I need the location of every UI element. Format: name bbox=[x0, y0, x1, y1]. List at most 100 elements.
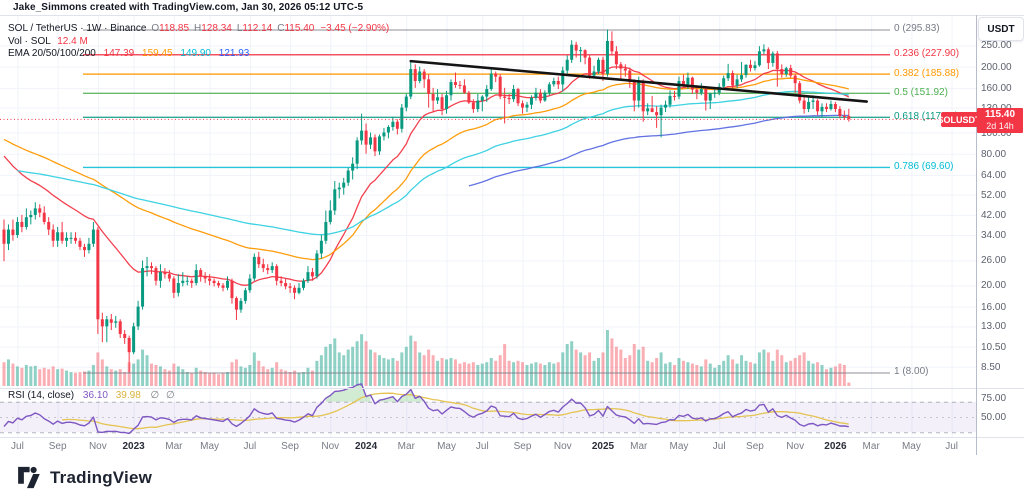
fib-level-label: 0.236 (227.90) bbox=[894, 48, 960, 60]
time-axis-month-label: May bbox=[669, 441, 689, 452]
tradingview-logo-text: TradingView bbox=[50, 467, 153, 487]
currency-toggle-chip[interactable]: USDT bbox=[978, 17, 1024, 41]
symbol-title: SOL / TetherUS · 1W · Binance bbox=[8, 23, 147, 34]
ohlc-high-key: H bbox=[194, 23, 202, 34]
price-axis-label: 20.00 bbox=[981, 280, 1007, 292]
price-axis-label: 34.00 bbox=[981, 229, 1007, 241]
volume-bars bbox=[2, 330, 851, 386]
trendline[interactable] bbox=[409, 59, 869, 103]
symbol-price-tag: SOLUSDT bbox=[938, 112, 981, 127]
grid-lines bbox=[0, 15, 976, 437]
rsi-axis-label: 75.00 bbox=[981, 393, 1007, 404]
price-axis-label: 52.00 bbox=[981, 189, 1007, 201]
fib-level-label: 0 (295.83) bbox=[894, 23, 940, 35]
time-axis-month-label: Mar bbox=[862, 441, 880, 452]
ohlc-low-key: L bbox=[236, 23, 243, 34]
price-axis-label: 64.00 bbox=[981, 169, 1007, 181]
time-axis-month-label: Sep bbox=[281, 441, 299, 452]
price-axis-label: 10.50 bbox=[981, 341, 1007, 353]
time-axis-month-label: Jul bbox=[712, 441, 726, 452]
empty-set-icon: ∅ bbox=[166, 390, 175, 401]
time-axis-month-label: Nov bbox=[786, 441, 805, 452]
ohlc-open-key: O bbox=[151, 23, 160, 34]
tradingview-logo[interactable]: TradingView bbox=[18, 466, 152, 489]
rsi-axis-label: 50.00 bbox=[981, 412, 1007, 423]
change-value: −3.45 (−2.90%) bbox=[320, 23, 390, 34]
ema200-value: 121.93 bbox=[218, 48, 250, 59]
symbol-legend-row[interactable]: SOL / TetherUS · 1W · Binance O118.85 H128… bbox=[8, 23, 389, 34]
ema-label: EMA 20/50/100/200 bbox=[8, 48, 96, 59]
volume-label: Vol · SOL bbox=[8, 36, 51, 47]
time-axis-month-label: May bbox=[200, 441, 220, 452]
rsi-overbought-fill bbox=[325, 384, 425, 402]
time-axis-month-label: Nov bbox=[553, 441, 572, 452]
price-axis-label: 13.00 bbox=[981, 321, 1007, 333]
empty-set-icon: ∅ bbox=[150, 390, 160, 401]
tradingview-logo-icon bbox=[18, 466, 40, 489]
time-axis-month-label: Sep bbox=[48, 441, 67, 452]
time-axis-month-label: Nov bbox=[88, 441, 107, 452]
ema20-value: 147.39 bbox=[103, 48, 135, 59]
pane-borders bbox=[0, 15, 1024, 455]
bar-countdown: 2d 14h bbox=[986, 121, 1014, 131]
price-axis-label: 160.00 bbox=[981, 82, 1012, 94]
time-axis-month-label: May bbox=[437, 441, 456, 452]
time-axis-month-label: Mar bbox=[397, 441, 415, 452]
ema100-value: 149.90 bbox=[180, 48, 211, 59]
price-axis-label: 8.50 bbox=[981, 361, 1001, 373]
time-axis-year-label: 2024 bbox=[354, 441, 378, 452]
ema-100-line bbox=[17, 90, 849, 236]
time-axis-month-label: Jul bbox=[11, 441, 24, 452]
ema-legend-row[interactable]: EMA 20/50/100/200 147.39 159.45 149.90 1… bbox=[8, 48, 249, 59]
time-axis-year-label: 2026 bbox=[824, 441, 847, 452]
time-axis-year-label: 2023 bbox=[122, 441, 145, 452]
ohlc-close-value: 115.40 bbox=[284, 23, 315, 34]
time-axis-month-label: Mar bbox=[630, 441, 648, 452]
time-axis-month-label: Jul bbox=[475, 441, 489, 452]
fib-level-label: 0.382 (185.88) bbox=[894, 67, 960, 79]
time-axis-month-label: Nov bbox=[321, 441, 340, 452]
volume-value: 12.4 M bbox=[57, 36, 88, 47]
rsi-line bbox=[3, 383, 849, 435]
ohlc-high-value: 128.34 bbox=[201, 23, 232, 34]
ema-20-line bbox=[3, 66, 850, 286]
attribution-text: Jake_Simmons created with TradingView.co… bbox=[13, 2, 364, 13]
price-axis-label: 100.00 bbox=[981, 127, 1012, 139]
candles bbox=[2, 29, 851, 373]
last-price-value: 115.40 bbox=[984, 109, 1016, 120]
fib-level-label: 0.618 (117.95) bbox=[894, 110, 959, 122]
time-axis-year-label: 2025 bbox=[591, 441, 615, 452]
ema-50-line bbox=[3, 77, 849, 261]
price-axis-label: 80.00 bbox=[981, 148, 1007, 160]
time-axis-month-label: May bbox=[901, 441, 921, 452]
last-price-badge: 115.40 2d 14h bbox=[977, 108, 1023, 133]
time-axis-month-label: Sep bbox=[513, 441, 532, 452]
rsi-ma-value: 39.98 bbox=[115, 390, 141, 401]
volume-legend-row[interactable]: Vol · SOL 12.4 M bbox=[8, 36, 88, 47]
time-axis-month-label: Jul bbox=[243, 441, 257, 452]
ema-lines bbox=[3, 66, 850, 286]
fib-level-label: 1 (8.00) bbox=[894, 366, 929, 378]
rsi-label: RSI (14, close) bbox=[8, 390, 75, 401]
ema-200-line bbox=[468, 114, 849, 187]
time-axis-month-label: Mar bbox=[165, 441, 183, 452]
rsi-ma-line bbox=[62, 392, 849, 430]
price-axis-label: 250.00 bbox=[981, 40, 1012, 52]
price-axis-label: 42.00 bbox=[981, 209, 1007, 221]
ohlc-close-key: C bbox=[277, 23, 285, 34]
fib-level-label: 0.786 (69.60) bbox=[894, 160, 954, 172]
ohlc-open-value: 118.85 bbox=[159, 23, 190, 34]
time-axis-month-label: Jul bbox=[945, 441, 959, 452]
rsi-legend-row[interactable]: RSI (14, close) 36.10 39.98 ∅ ∅ bbox=[8, 390, 175, 401]
fib-retracement-lines bbox=[83, 29, 890, 374]
ohlc-low-value: 112.14 bbox=[242, 23, 273, 34]
time-axis-month-label: Sep bbox=[746, 441, 764, 452]
fib-level-label: 0.5 (151.92) bbox=[894, 86, 948, 98]
price-axis-label: 16.00 bbox=[981, 301, 1007, 313]
price-axis-label: 26.00 bbox=[981, 255, 1007, 267]
rsi-value: 36.10 bbox=[82, 390, 108, 401]
price-axis-label: 200.00 bbox=[981, 61, 1012, 73]
ema50-value: 159.45 bbox=[142, 48, 173, 59]
